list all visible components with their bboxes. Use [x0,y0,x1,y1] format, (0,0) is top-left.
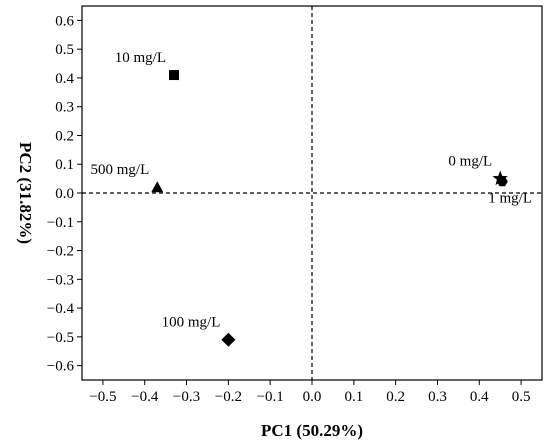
x-tick-label: −0.5 [89,389,116,405]
point-500-mg-l-triangle-marker [151,181,164,193]
x-axis-title: PC1 (50.29%) [261,421,363,440]
x-tick-label: −0.2 [215,389,242,405]
y-tick-label: 0.2 [55,128,74,144]
point-1-mg-l-label: 1 mg/L [488,190,532,206]
y-tick-label: 0.4 [55,71,74,87]
y-tick-label: −0.2 [47,244,74,260]
y-tick-label: −0.6 [47,359,75,375]
y-axis-title: PC2 (31.82%) [16,142,35,244]
point-0-mg-l-label: 0 mg/L [448,154,492,170]
x-tick-label: −0.4 [131,389,159,405]
point-500-mg-l-label: 500 mg/L [91,162,150,178]
data-points: 10 mg/L 500 mg/L 100 mg/L 0 mg/L 1 mg/L [91,50,532,347]
y-tick-label: 0.6 [55,13,74,29]
y-tick-label: −0.4 [47,301,75,317]
y-tick-label: −0.5 [47,330,74,346]
x-tick-label: 0.3 [428,389,447,405]
point-10-mg-l-label: 10 mg/L [115,50,166,66]
point-100-mg-l-label: 100 mg/L [162,315,221,331]
reference-lines [82,6,542,380]
x-tick-label: 0.2 [386,389,405,405]
point-10-mg-l-square-marker [169,70,179,81]
y-tick-label: 0.1 [55,157,74,173]
point-100-mg-l-diamond-marker [221,332,236,347]
x-tick-label: −0.3 [173,389,200,405]
y-tick-label: −0.1 [47,215,74,231]
y-tick-label: 0.5 [55,42,74,58]
x-tick-label: −0.1 [257,389,284,405]
y-tick-label: −0.3 [47,272,74,288]
y-tick-label: 0.3 [55,100,74,116]
x-tick-label: 0.1 [344,389,363,405]
y-tick-label: 0.0 [55,186,74,202]
x-tick-label: 0.5 [512,389,531,405]
x-tick-label: 0.0 [303,389,322,405]
x-tick-label: 0.4 [470,389,489,405]
y-axis-ticks: −0.6 −0.5 −0.4 −0.3 −0.2 −0.1 0.0 0.1 0.2 0.3 0.4 0… [47,13,82,375]
x-axis-ticks: −0.5 −0.4 −0.3 −0.2 −0.1 0.0 0.1 0.2 0.3 0.4 0.5 [89,380,530,405]
point-1-mg-l-hexagon-marker [496,176,508,187]
